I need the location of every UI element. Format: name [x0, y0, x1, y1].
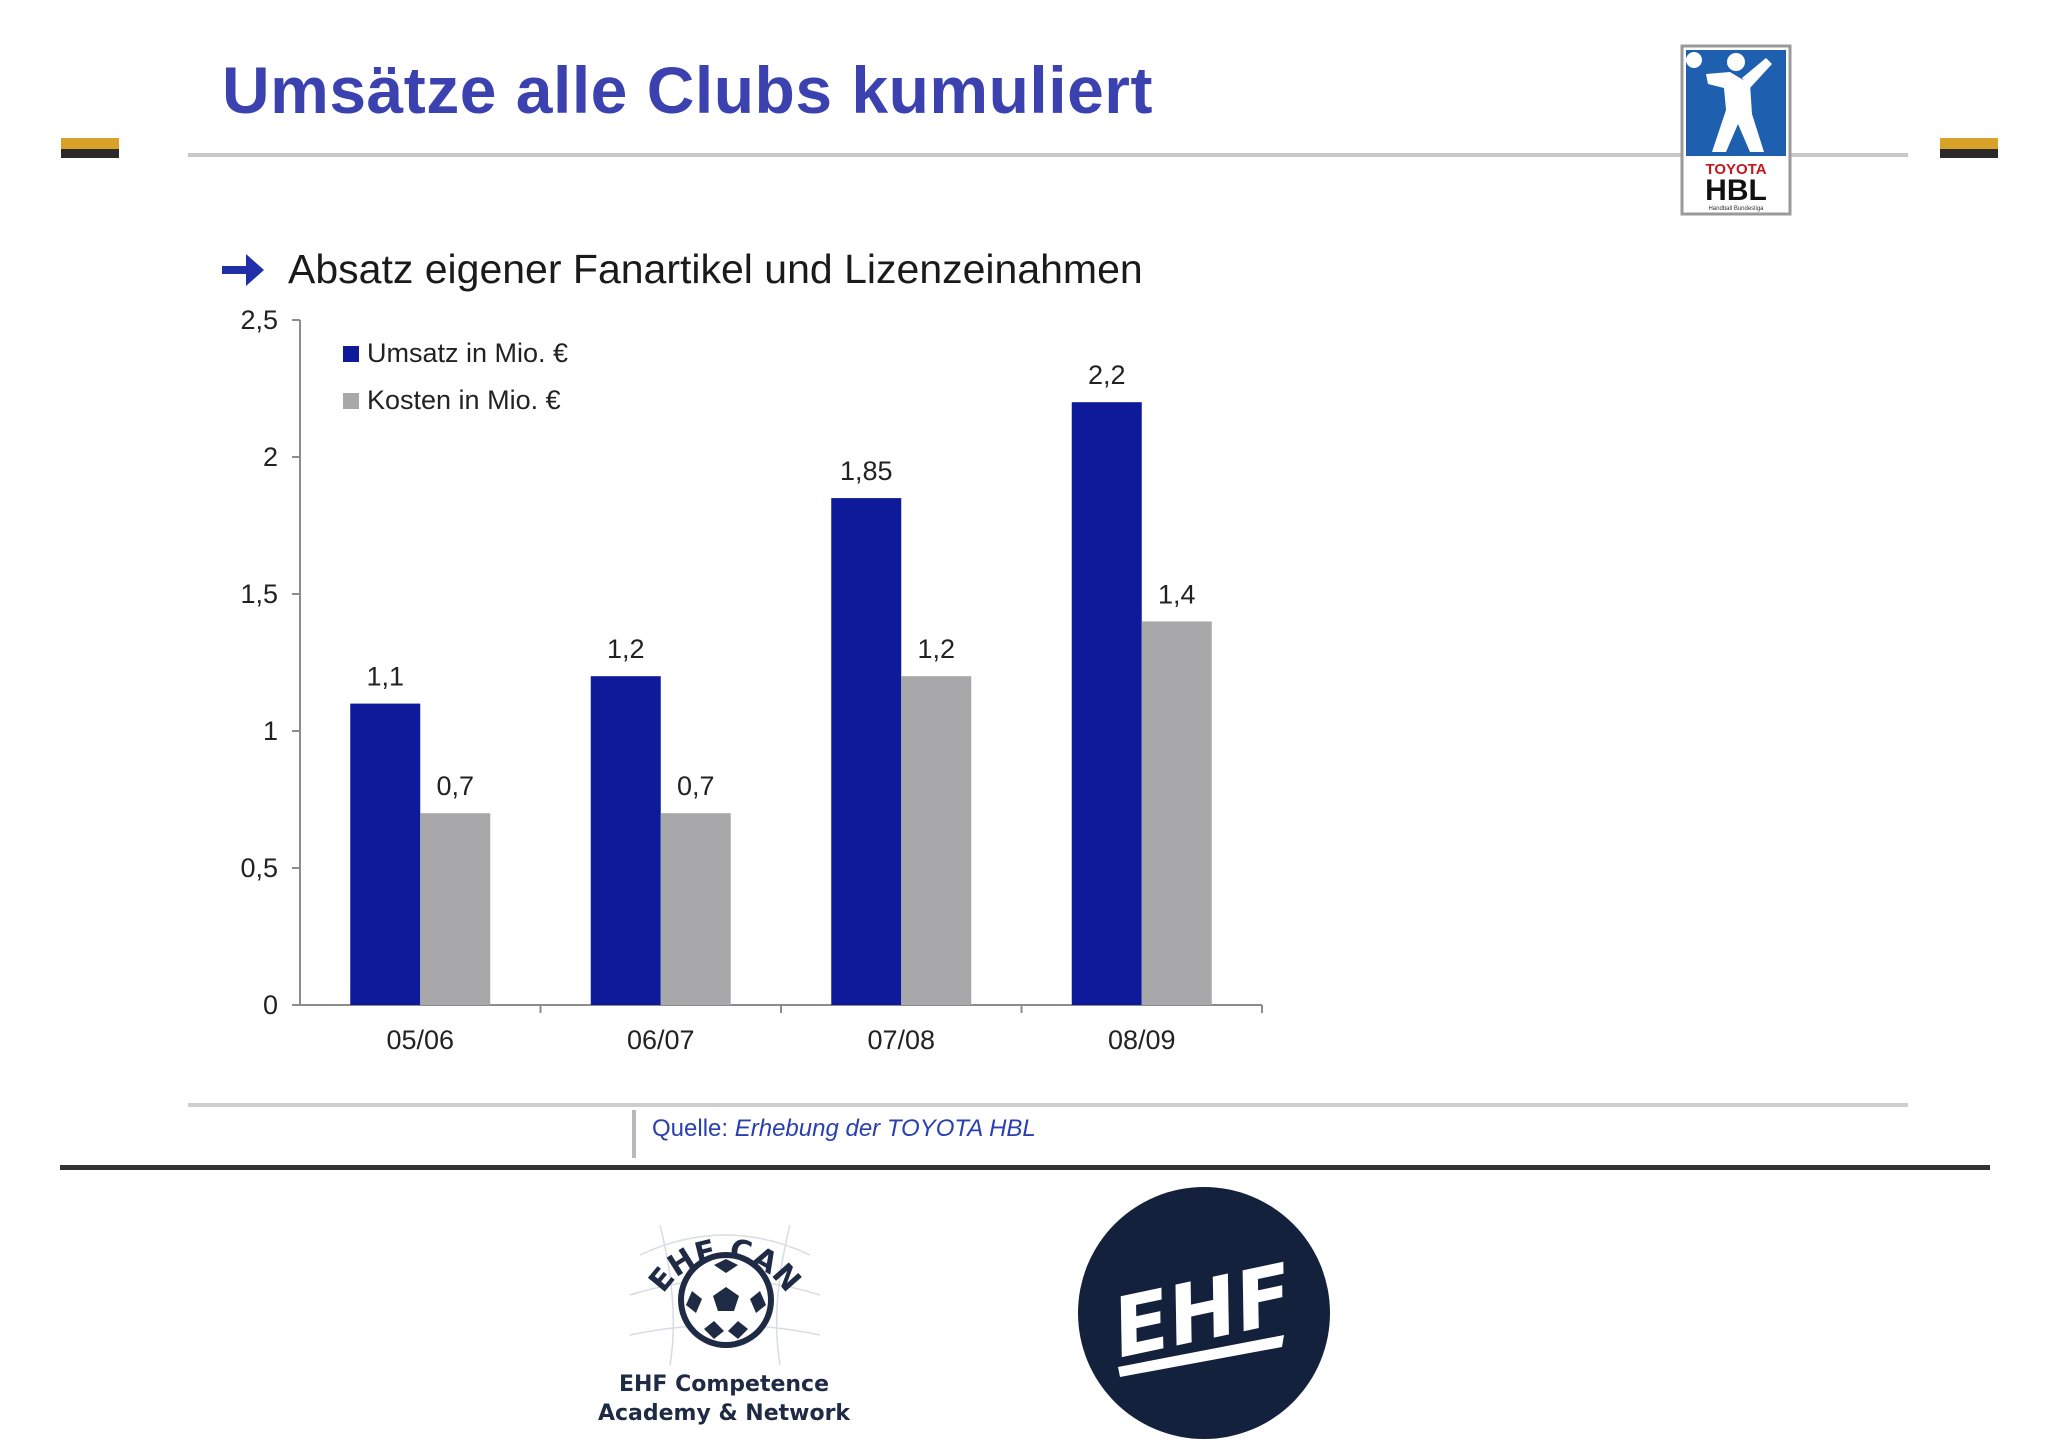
- subtitle-text: Absatz eigener Fanartikel und Lizenzeina…: [288, 246, 1143, 292]
- right-accent-bar: [1940, 138, 1998, 158]
- footer-rule: [60, 1165, 1990, 1170]
- source-label: Quelle:: [652, 1115, 729, 1142]
- data-label: 0,7: [436, 771, 474, 801]
- umsatz-bar: [350, 703, 421, 1005]
- ehf-can-caption: EHF Competence Academy & Network: [584, 1370, 864, 1428]
- header-rule: [188, 153, 1908, 157]
- hbl-logo: TOYOTA HBL Handball Bundesliga: [1680, 44, 1792, 216]
- data-label: 1,4: [1158, 579, 1196, 609]
- svg-text:Handball Bundesliga: Handball Bundesliga: [1708, 206, 1764, 212]
- chart-subtitle: Absatz eigener Fanartikel und Lizenzeina…: [220, 246, 1143, 293]
- data-label: 1,1: [366, 662, 404, 692]
- ehf-can-line2: Academy & Network: [597, 1401, 851, 1426]
- legend-swatch: [343, 393, 359, 409]
- data-label: 1,2: [607, 634, 645, 664]
- data-label: 1,2: [917, 634, 955, 664]
- y-tick-label: 2: [263, 442, 278, 472]
- ehf-logo: EHF: [1078, 1187, 1330, 1439]
- left-accent-bar: [61, 138, 119, 158]
- source-text: Erhebung der TOYOTA HBL: [734, 1115, 1036, 1142]
- y-tick-label: 1: [263, 716, 278, 746]
- svg-text:HBL: HBL: [1705, 174, 1767, 207]
- svg-text:TOYOTA: TOYOTA: [1705, 161, 1766, 178]
- x-tick-label: 07/08: [867, 1025, 935, 1055]
- kosten-bar: [901, 676, 972, 1005]
- legend-swatch: [343, 346, 359, 362]
- ehf-can-logo: EHF CAN: [629, 1224, 821, 1366]
- umsatz-bar: [1071, 402, 1142, 1005]
- handball-icon: [678, 1252, 774, 1348]
- umsatz-bar: [590, 676, 661, 1005]
- legend-label: Kosten in Mio. €: [367, 385, 561, 415]
- umsatz-bar: [831, 498, 902, 1005]
- x-tick-label: 06/07: [627, 1025, 695, 1055]
- data-label: 0,7: [677, 771, 715, 801]
- source-divider: [632, 1110, 636, 1158]
- kosten-bar: [420, 813, 491, 1005]
- y-tick-label: 1,5: [240, 579, 278, 609]
- y-tick-label: 0,5: [240, 853, 278, 883]
- ehf-can-line1: EHF Competence: [618, 1372, 830, 1397]
- handball-player-icon: [1686, 52, 1772, 152]
- source-rule: [188, 1103, 1908, 1107]
- slide-title: Umsätze alle Clubs kumuliert: [222, 53, 1153, 127]
- data-label: 2,2: [1088, 360, 1126, 390]
- kosten-bar: [660, 813, 731, 1005]
- right-arrow-icon: [222, 253, 264, 286]
- x-tick-label: 08/09: [1108, 1025, 1176, 1055]
- y-tick-label: 2,5: [240, 305, 278, 335]
- source-note: Quelle: Erhebung der TOYOTA HBL: [652, 1115, 1036, 1143]
- legend-label: Umsatz in Mio. €: [367, 338, 568, 368]
- data-label: 1,85: [840, 456, 893, 486]
- kosten-bar: [1141, 621, 1212, 1005]
- x-tick-label: 05/06: [386, 1025, 454, 1055]
- y-tick-label: 0: [263, 990, 278, 1020]
